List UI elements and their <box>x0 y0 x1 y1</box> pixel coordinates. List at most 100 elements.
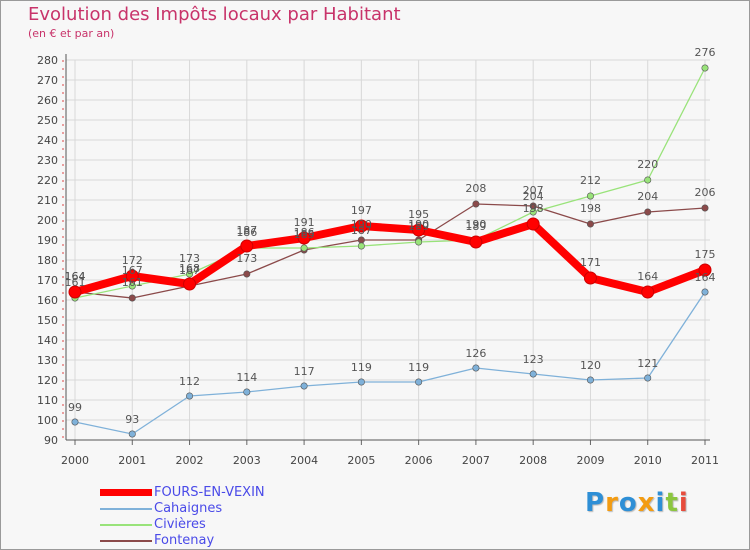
data-label: 161 <box>122 276 143 289</box>
x-tick-label: 2003 <box>233 454 261 467</box>
data-label: 195 <box>408 208 429 221</box>
data-label: 121 <box>637 357 658 370</box>
series-line-civi-res <box>74 67 706 299</box>
y-tick-label: 190 <box>37 234 58 247</box>
y-tick-label: 170 <box>37 274 58 287</box>
data-point <box>297 231 311 245</box>
chart-subtitle: (en € et par an) <box>28 27 115 40</box>
data-point <box>128 430 136 438</box>
x-tick-label: 2010 <box>634 454 662 467</box>
y-tick-label: 270 <box>37 74 58 87</box>
legend-swatch <box>100 489 152 496</box>
data-point <box>415 378 423 386</box>
data-label: 212 <box>580 174 601 187</box>
data-label: 187 <box>236 224 257 237</box>
data-label: 204 <box>523 190 544 203</box>
y-tick-label: 240 <box>37 134 58 147</box>
data-label: 173 <box>236 252 257 265</box>
logo-letter: o <box>618 488 638 518</box>
data-point <box>186 392 194 400</box>
chart-title: Evolution des Impôts locaux par Habitant <box>28 4 401 25</box>
data-label: 164 <box>65 270 86 283</box>
data-point <box>701 64 709 72</box>
x-tick-label: 2008 <box>519 454 547 467</box>
data-label: 220 <box>637 158 658 171</box>
logo-letter: r <box>605 488 619 518</box>
data-label: 119 <box>408 361 429 374</box>
data-label: 206 <box>695 186 716 199</box>
data-point <box>469 235 483 249</box>
data-point <box>354 219 368 233</box>
data-label: 123 <box>523 353 544 366</box>
proxiti-logo: Proxiti <box>585 488 689 518</box>
data-point <box>701 204 709 212</box>
legend-swatch <box>100 540 152 542</box>
data-point <box>243 270 251 278</box>
legend-label: Fontenay <box>154 533 215 548</box>
data-label: 112 <box>179 375 200 388</box>
data-point <box>243 388 251 396</box>
legend-label: FOURS-EN-VEXIN <box>154 485 265 500</box>
x-tick-label: 2009 <box>576 454 604 467</box>
data-label: 120 <box>580 359 601 372</box>
data-point <box>698 263 712 277</box>
data-label: 164 <box>695 271 716 284</box>
data-point <box>357 242 365 250</box>
data-label: 93 <box>125 413 139 426</box>
data-point <box>529 370 537 378</box>
data-label: 161 <box>65 276 86 289</box>
y-tick-label: 100 <box>37 414 58 427</box>
data-point <box>183 277 197 291</box>
legend-label: Civières <box>154 517 206 532</box>
data-point <box>125 269 139 283</box>
data-point <box>412 223 426 237</box>
data-point <box>644 176 652 184</box>
data-point <box>68 285 82 299</box>
data-label: 190 <box>465 218 486 231</box>
legend-label: Cahaignes <box>154 501 223 516</box>
y-tick-label: 200 <box>37 214 58 227</box>
series-line-fours-en-vexin <box>71 220 709 296</box>
y-tick-label: 260 <box>37 94 58 107</box>
data-label: 185 <box>294 228 315 241</box>
data-label: 175 <box>695 248 716 261</box>
y-tick-label: 220 <box>37 174 58 187</box>
data-label: 173 <box>179 252 200 265</box>
data-point <box>186 270 194 278</box>
data-label: 198 <box>523 202 544 215</box>
data-label: 164 <box>637 270 658 283</box>
x-tick-label: 2005 <box>347 454 375 467</box>
data-point <box>357 236 365 244</box>
data-label: 186 <box>236 226 257 239</box>
data-label: 197 <box>351 204 372 217</box>
data-point <box>526 217 540 231</box>
x-tick-label: 2000 <box>61 454 89 467</box>
y-tick-label: 180 <box>37 254 58 267</box>
y-tick-label: 150 <box>37 314 58 327</box>
x-tick-label: 2007 <box>462 454 490 467</box>
data-label: 172 <box>122 254 143 267</box>
data-label: 187 <box>351 224 372 237</box>
data-label: 126 <box>465 347 486 360</box>
data-label: 117 <box>294 365 315 378</box>
logo-letter: i <box>678 488 689 518</box>
data-point <box>357 378 365 386</box>
data-point <box>583 271 597 285</box>
x-tick-label: 2002 <box>176 454 204 467</box>
data-label: 171 <box>580 256 601 269</box>
data-point <box>641 285 655 299</box>
legend-swatch <box>100 508 152 510</box>
x-tick-label: 2004 <box>290 454 318 467</box>
data-point <box>240 239 254 253</box>
y-tick-label: 250 <box>37 114 58 127</box>
y-tick-label: 210 <box>37 194 58 207</box>
data-point <box>128 294 136 302</box>
data-label: 167 <box>179 264 200 277</box>
data-label: 191 <box>294 216 315 229</box>
data-point <box>300 382 308 390</box>
plot-area <box>66 60 710 440</box>
series-line-fontenay <box>74 203 706 299</box>
data-point <box>472 200 480 208</box>
legend-swatch <box>100 524 152 526</box>
